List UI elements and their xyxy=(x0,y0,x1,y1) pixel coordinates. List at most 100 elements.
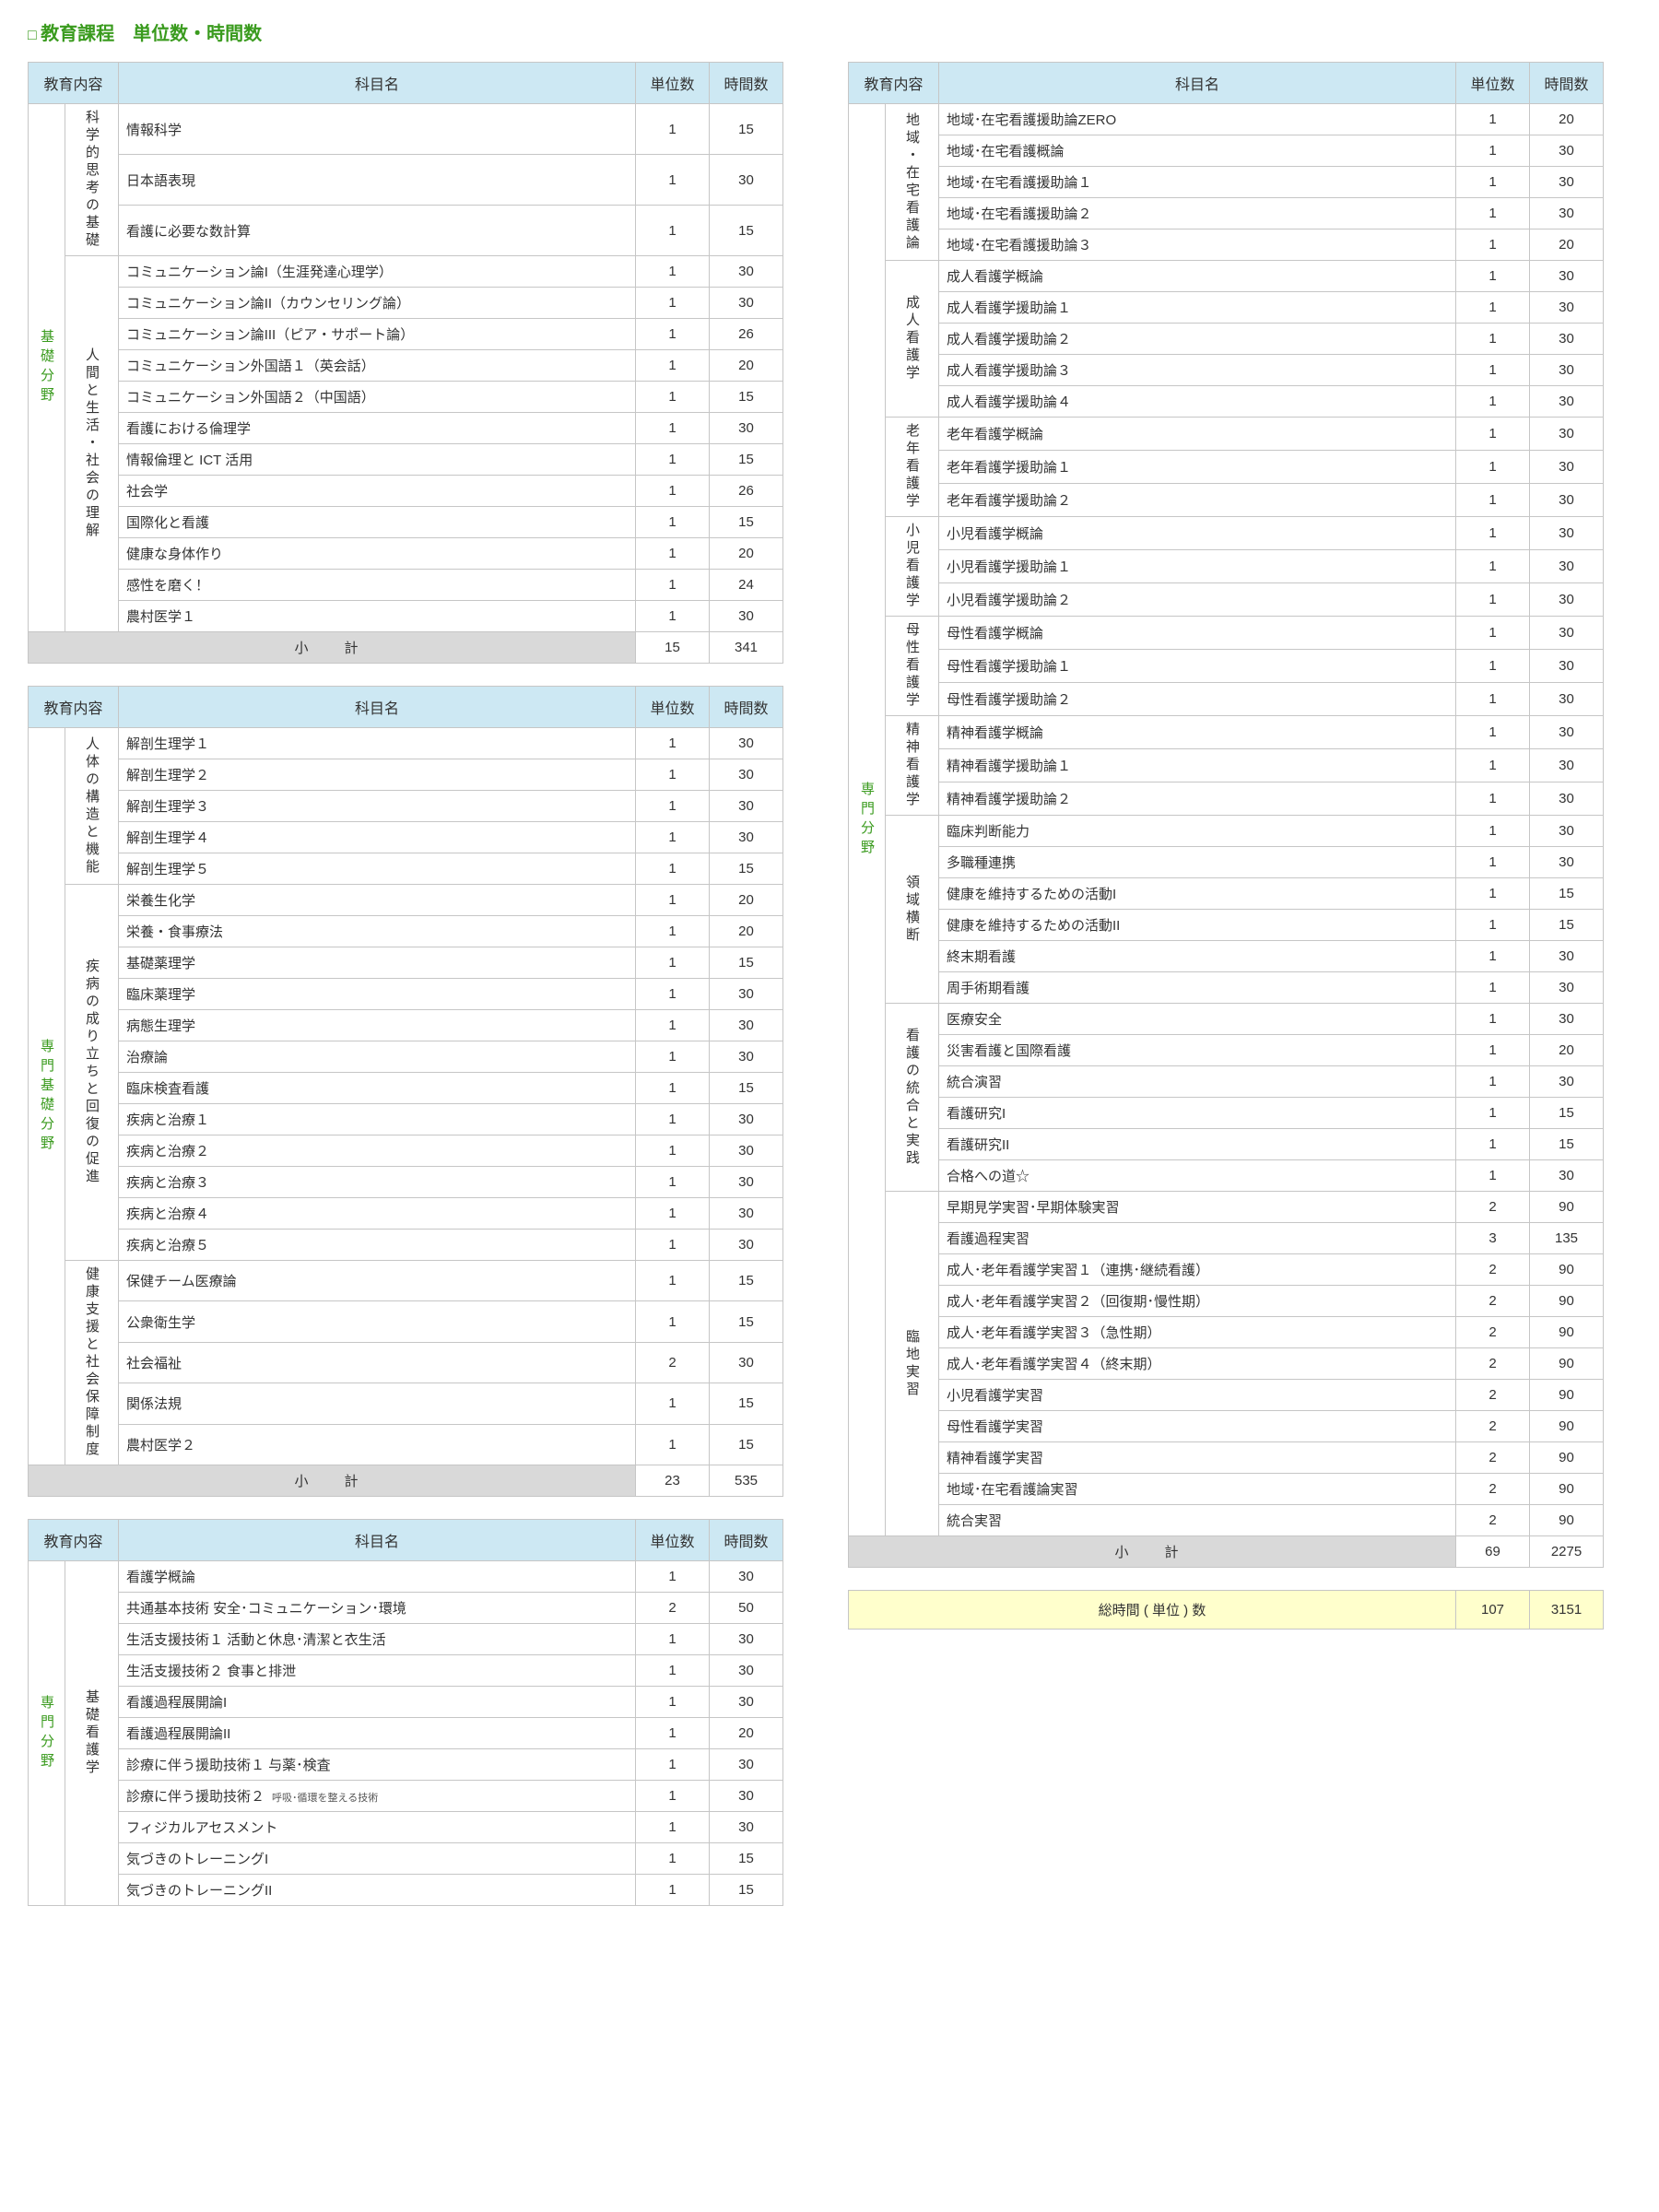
credits-value: 1 xyxy=(636,413,710,444)
subject-name: 母性看護学援助論１ xyxy=(939,650,1456,683)
hours-value: 90 xyxy=(1530,1254,1604,1286)
hours-value: 15 xyxy=(710,1383,783,1424)
hours-value: 30 xyxy=(1530,386,1604,418)
hours-value: 30 xyxy=(1530,972,1604,1004)
area-label: 基礎分野 xyxy=(29,104,65,632)
credits-value: 1 xyxy=(1456,517,1530,550)
hours-value: 15 xyxy=(710,1073,783,1104)
subtotal-credits: 23 xyxy=(636,1465,710,1497)
subject-name: 成人･老年看護学実習２（回復期･慢性期） xyxy=(939,1286,1456,1317)
hours-value: 30 xyxy=(1530,324,1604,355)
hours-value: 15 xyxy=(710,1843,783,1875)
subject-name: 臨床検査看護 xyxy=(119,1073,636,1104)
hours-value: 30 xyxy=(1530,517,1604,550)
table-row: 解剖生理学５115 xyxy=(29,853,783,885)
hours-value: 135 xyxy=(1530,1223,1604,1254)
table-row: 疾病と治療１130 xyxy=(29,1104,783,1135)
subject-name: 小児看護学援助論２ xyxy=(939,583,1456,617)
table-row: 看護研究II115 xyxy=(849,1129,1604,1160)
subject-name: 解剖生理学４ xyxy=(119,822,636,853)
hours-value: 20 xyxy=(710,350,783,382)
hours-value: 30 xyxy=(1530,292,1604,324)
credits-value: 1 xyxy=(1456,418,1530,451)
subtotal-credits: 15 xyxy=(636,632,710,664)
right-column: 教育内容科目名単位数時間数専門分野地域・在宅看護論地域･在宅看護援助論ZERO1… xyxy=(848,62,1604,1630)
subject-name: 母性看護学援助論２ xyxy=(939,683,1456,716)
hours-value: 15 xyxy=(710,853,783,885)
hours-value: 30 xyxy=(710,979,783,1010)
hours-value: 15 xyxy=(710,1875,783,1906)
category-label: 看護の統合と実践 xyxy=(886,1004,939,1192)
hours-value: 15 xyxy=(710,1301,783,1342)
total-table: 総時間 ( 単位 ) 数1073151 xyxy=(848,1590,1604,1630)
credits-value: 2 xyxy=(1456,1442,1530,1474)
hours-value: 30 xyxy=(1530,650,1604,683)
subject-name: 解剖生理学２ xyxy=(119,759,636,791)
table-row: 小児看護学援助論２130 xyxy=(849,583,1604,617)
hours-value: 30 xyxy=(1530,451,1604,484)
credits-value: 1 xyxy=(636,382,710,413)
table-row: 領域横断臨床判断能力130 xyxy=(849,816,1604,847)
category-label: 健康支援と社会保障制度 xyxy=(65,1261,119,1465)
table-row: 成人･老年看護学実習１（連携･継続看護）290 xyxy=(849,1254,1604,1286)
table-row: 精神看護学援助論２130 xyxy=(849,782,1604,816)
table-row: 臨床検査看護115 xyxy=(29,1073,783,1104)
credits-value: 1 xyxy=(636,1655,710,1687)
credits-value: 1 xyxy=(1456,104,1530,135)
credits-value: 1 xyxy=(636,1561,710,1593)
credits-value: 1 xyxy=(636,1424,710,1465)
table-row: 疾病の成り立ちと回復の促進栄養生化学120 xyxy=(29,885,783,916)
subject-name: 農村医学１ xyxy=(119,601,636,632)
page-title: 教育課程 単位数・時間数 xyxy=(28,18,1631,45)
subject-name: 精神看護学実習 xyxy=(939,1442,1456,1474)
hours-value: 20 xyxy=(710,1718,783,1749)
subtotal-row: 小 計692275 xyxy=(849,1536,1604,1568)
subject-name: 成人･老年看護学実習４（終末期） xyxy=(939,1348,1456,1380)
subject-name: 社会福祉 xyxy=(119,1342,636,1382)
table-row: 成人･老年看護学実習４（終末期）290 xyxy=(849,1348,1604,1380)
hours-value: 30 xyxy=(710,1104,783,1135)
credits-value: 1 xyxy=(636,444,710,476)
credits-value: 1 xyxy=(1456,910,1530,941)
credits-value: 1 xyxy=(1456,198,1530,229)
credits-value: 1 xyxy=(636,601,710,632)
category-label: 人体の構造と機能 xyxy=(65,728,119,885)
credits-value: 1 xyxy=(1456,135,1530,167)
category-label: 精神看護学 xyxy=(886,716,939,816)
credits-value: 1 xyxy=(1456,716,1530,749)
credits-value: 2 xyxy=(1456,1380,1530,1411)
hours-value: 30 xyxy=(710,413,783,444)
credits-value: 3 xyxy=(1456,1223,1530,1254)
table-row: 統合実習290 xyxy=(849,1505,1604,1536)
col-subject: 科目名 xyxy=(119,63,636,104)
subject-name: 看護における倫理学 xyxy=(119,413,636,444)
category-label: 小児看護学 xyxy=(886,517,939,617)
credits-value: 1 xyxy=(1456,167,1530,198)
table-row: 基礎薬理学115 xyxy=(29,947,783,979)
table-row: コミュニケーション論III（ピア・サポート論）126 xyxy=(29,319,783,350)
hours-value: 20 xyxy=(1530,104,1604,135)
subject-name: 看護過程実習 xyxy=(939,1223,1456,1254)
credits-value: 1 xyxy=(636,319,710,350)
subject-name: 小児看護学概論 xyxy=(939,517,1456,550)
hours-value: 90 xyxy=(1530,1505,1604,1536)
hours-value: 30 xyxy=(710,1010,783,1041)
table-row: 成人看護学援助論３130 xyxy=(849,355,1604,386)
table-row: 国際化と看護115 xyxy=(29,507,783,538)
hours-value: 30 xyxy=(710,1167,783,1198)
credits-value: 1 xyxy=(636,979,710,1010)
subject-name: 治療論 xyxy=(119,1041,636,1073)
table-row: 老年看護学老年看護学概論130 xyxy=(849,418,1604,451)
subject-name: 成人看護学援助論３ xyxy=(939,355,1456,386)
credits-value: 1 xyxy=(1456,1129,1530,1160)
credits-value: 1 xyxy=(636,1687,710,1718)
table-row: 情報倫理と ICT 活用115 xyxy=(29,444,783,476)
table-row: 専門基礎分野人体の構造と機能解剖生理学１130 xyxy=(29,728,783,759)
credits-value: 1 xyxy=(1456,386,1530,418)
credits-value: 1 xyxy=(1456,1160,1530,1192)
hours-value: 90 xyxy=(1530,1317,1604,1348)
hours-value: 30 xyxy=(1530,135,1604,167)
table-row: 地域･在宅看護論実習290 xyxy=(849,1474,1604,1505)
credits-value: 1 xyxy=(1456,782,1530,816)
hours-value: 15 xyxy=(710,104,783,155)
